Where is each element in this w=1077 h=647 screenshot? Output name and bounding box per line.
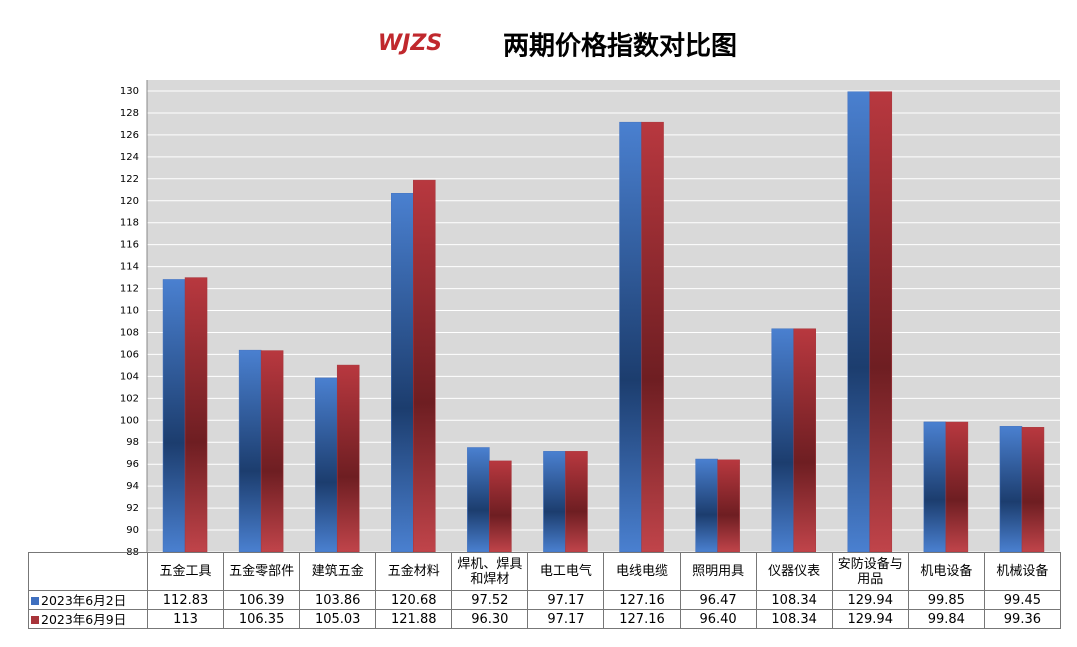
x-tick-label: 焊机、焊具和焊材 [451,552,529,591]
y-tick-label: 104 [120,371,139,382]
bar [793,328,816,553]
y-tick-label: 90 [126,525,139,536]
bar [999,426,1023,553]
bar [467,447,490,553]
y-tick-label: 102 [120,393,139,404]
y-tick-label: 128 [120,108,139,119]
value-label: 97.52 [451,590,529,610]
legend-label: 2023年6月9日 [41,611,127,627]
x-tick-label: 机电设备 [907,552,985,591]
value-label: 129.94 [831,609,909,629]
bar [336,364,360,553]
bar [641,121,664,553]
x-tick-label: 机械设备 [983,552,1061,591]
x-tick-label: 建筑五金 [299,552,377,591]
x-tick-label: 电线电缆 [603,552,681,591]
bar [565,451,588,553]
value-label: 108.34 [755,609,833,629]
x-tick-label: 五金材料 [375,552,453,591]
corner [28,552,148,591]
value-label: 121.88 [375,609,453,629]
x-tick-label: 五金零部件 [223,552,301,591]
y-tick-label: 122 [120,174,139,185]
value-label: 106.35 [223,609,301,629]
y-tick-label: 114 [120,262,139,273]
x-tick-label: 电工电气 [527,552,605,591]
y-tick-label: 106 [120,349,139,360]
bar [923,421,947,553]
bar [260,350,284,553]
bar [314,377,338,553]
bar [771,328,794,553]
y-tick-label: 108 [120,327,139,338]
x-tick-label: 照明用具 [679,552,757,591]
value-label: 97.17 [527,609,605,629]
value-label: 97.17 [527,590,605,610]
value-label: 129.94 [831,590,909,610]
value-label: 103.86 [299,590,377,610]
value-label: 127.16 [603,609,681,629]
bar [391,193,414,553]
legend-swatch [31,615,39,624]
bar [184,277,208,553]
value-label: 96.40 [679,609,757,629]
value-label: 127.16 [603,590,681,610]
y-tick-label: 92 [126,503,139,514]
y-tick-label: 116 [120,240,139,251]
bar [945,421,969,553]
y-tick-label: 112 [120,284,139,295]
x-tick-label: 五金工具 [146,552,225,591]
legend-entry: 2023年6月2日 [28,590,148,610]
value-label: 105.03 [299,609,377,629]
bar [847,91,871,553]
bar [413,179,436,553]
bar [695,458,718,553]
bar [619,121,642,553]
legend-entry: 2023年6月9日 [28,609,148,629]
y-tick-label: 96 [126,459,139,470]
x-tick-label: 安防设备与用品 [831,552,909,591]
data-table: 五金工具 五金零部件 建筑五金 五金材料 焊机、焊具和焊材 电工电气 电线电缆 照明用具 仪器仪… [28,552,1061,629]
logo: WJZS [378,31,442,56]
y-tick-label: 118 [120,218,139,229]
value-label: 106.39 [223,590,301,610]
plot-area [147,80,1060,552]
y-tick-label: 94 [126,481,139,492]
value-label: 99.84 [907,609,985,629]
value-label: 99.45 [983,590,1061,610]
x-tick-label: 仪器仪表 [755,552,833,591]
value-label: 120.68 [375,590,453,610]
bar [162,279,186,553]
y-tick-label: 98 [126,437,139,448]
bar [489,460,512,553]
y-tick-label: 126 [120,130,139,141]
value-label: 99.36 [983,609,1061,629]
value-label: 112.83 [146,590,225,610]
bar [543,451,566,553]
value-label: 96.30 [451,609,529,629]
legend-label: 2023年6月2日 [41,592,127,608]
bar [717,459,740,553]
bar [1021,427,1045,553]
y-tick-label: 100 [120,415,139,426]
y-tick-label: 130 [120,86,139,97]
chart-title: 两期价格指数对比图 [503,31,737,62]
y-tick-label: 110 [120,306,139,317]
y-tick-label: 124 [120,152,139,163]
value-label: 96.47 [679,590,757,610]
value-label: 113 [146,609,225,629]
legend-swatch [31,596,39,605]
value-label: 99.85 [907,590,985,610]
value-label: 108.34 [755,590,833,610]
bar [869,91,893,553]
y-tick-label: 120 [120,196,139,207]
bar [238,349,262,553]
